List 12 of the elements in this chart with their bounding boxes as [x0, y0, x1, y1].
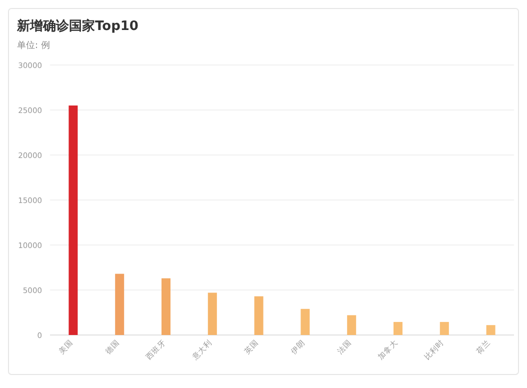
bar [254, 296, 264, 335]
bar [68, 106, 78, 335]
bar [115, 274, 124, 335]
bar [162, 278, 170, 335]
bar [347, 315, 356, 335]
chart-title: 新增确诊国家Top10 [16, 18, 138, 34]
bar [394, 322, 402, 335]
bar [486, 325, 496, 335]
chart-subtitle: 单位: 例 [17, 40, 50, 51]
bar [300, 308, 310, 335]
bar [208, 292, 217, 335]
bar [440, 322, 449, 335]
